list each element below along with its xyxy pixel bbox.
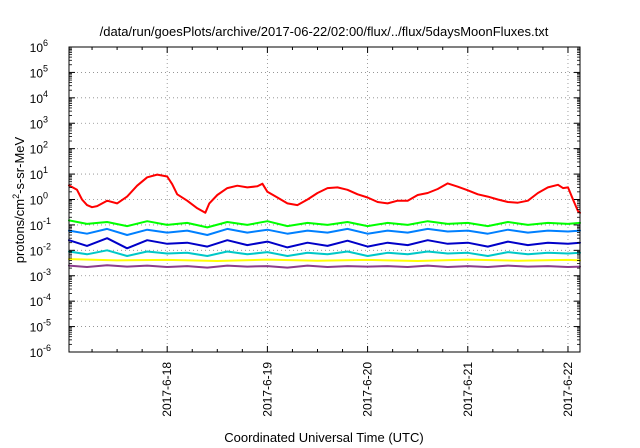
- y-tick-base: 10: [30, 92, 44, 106]
- y-tick-label: 105: [30, 63, 48, 80]
- x-tick-label: 2017-6-18: [160, 362, 174, 417]
- series-line-2: [68, 219, 581, 229]
- y-axis-label-sup: 2: [11, 194, 21, 199]
- y-tick-exponent: 5: [43, 63, 48, 73]
- series-line-1: [68, 173, 581, 214]
- grid: [69, 47, 580, 352]
- y-tick-label: 10-1: [30, 216, 51, 233]
- y-tick-label: 10-3: [30, 267, 51, 284]
- y-tick-exponent: 1: [43, 165, 48, 175]
- y-tick-label: 10-4: [30, 292, 51, 309]
- x-tick-label: 2017-6-20: [361, 362, 375, 417]
- x-tick-labels: 2017-6-18 2017-6-19 2017-6-20 2017-6-21 2017…: [160, 362, 575, 417]
- series-line-6: [68, 258, 581, 262]
- y-tick-label: 101: [30, 165, 48, 182]
- y-tick-exponent: 4: [43, 89, 48, 99]
- y-tick-base: 10: [30, 270, 44, 284]
- y-axis-label-suffix: -s-sr-MeV: [12, 136, 27, 193]
- series-line-7: [68, 264, 581, 269]
- y-tick-label: 100: [30, 191, 48, 208]
- ticks: [69, 46, 580, 353]
- y-tick-exponent: 3: [43, 114, 48, 124]
- y-tick-base: 10: [30, 66, 44, 80]
- y-tick-exponent: 2: [43, 140, 48, 150]
- series-line-3: [68, 227, 581, 236]
- x-tick-label: 2017-6-22: [561, 362, 575, 417]
- y-tick-exponent: -2: [43, 241, 51, 251]
- y-tick-exponent: -5: [43, 318, 51, 328]
- y-tick-exponent: 6: [43, 38, 48, 48]
- y-tick-label: 103: [30, 114, 48, 131]
- y-tick-base: 10: [30, 117, 44, 131]
- y-tick-base: 10: [30, 219, 44, 233]
- y-tick-base: 10: [30, 346, 44, 360]
- y-tick-label: 102: [30, 140, 48, 157]
- x-axis-label: Coordinated Universal Time (UTC): [224, 430, 423, 445]
- y-tick-base: 10: [30, 41, 44, 55]
- y-axis-label-prefix: protons/cm: [12, 199, 27, 263]
- series-line-4: [68, 237, 581, 250]
- y-tick-label: 10-5: [30, 318, 51, 335]
- y-tick-base: 10: [30, 244, 44, 258]
- y-tick-label: 104: [30, 89, 48, 106]
- y-tick-label: 10-6: [30, 343, 51, 360]
- y-tick-base: 10: [30, 143, 44, 157]
- y-tick-label: 10-2: [30, 241, 51, 258]
- y-tick-label: 106: [30, 38, 48, 55]
- y-axis-label: protons/cm2-s-sr-MeV: [11, 136, 27, 263]
- chart-title: /data/run/goesPlots/archive/2017-06-22/0…: [100, 24, 549, 39]
- y-tick-exponent: -6: [43, 343, 51, 353]
- series-group: [68, 173, 581, 269]
- y-tick-base: 10: [30, 321, 44, 335]
- y-tick-base: 10: [30, 194, 44, 208]
- y-tick-exponent: -3: [43, 267, 51, 277]
- y-tick-exponent: 0: [43, 191, 48, 201]
- y-tick-exponent: -1: [43, 216, 51, 226]
- y-tick-labels: 10610510410310210110010-110-210-310-410-…: [30, 38, 51, 360]
- series-line-5: [68, 249, 581, 257]
- y-tick-base: 10: [30, 168, 44, 182]
- y-tick-base: 10: [30, 295, 44, 309]
- x-tick-label: 2017-6-21: [461, 362, 475, 417]
- y-tick-exponent: -4: [43, 292, 51, 302]
- x-tick-label: 2017-6-19: [260, 362, 274, 417]
